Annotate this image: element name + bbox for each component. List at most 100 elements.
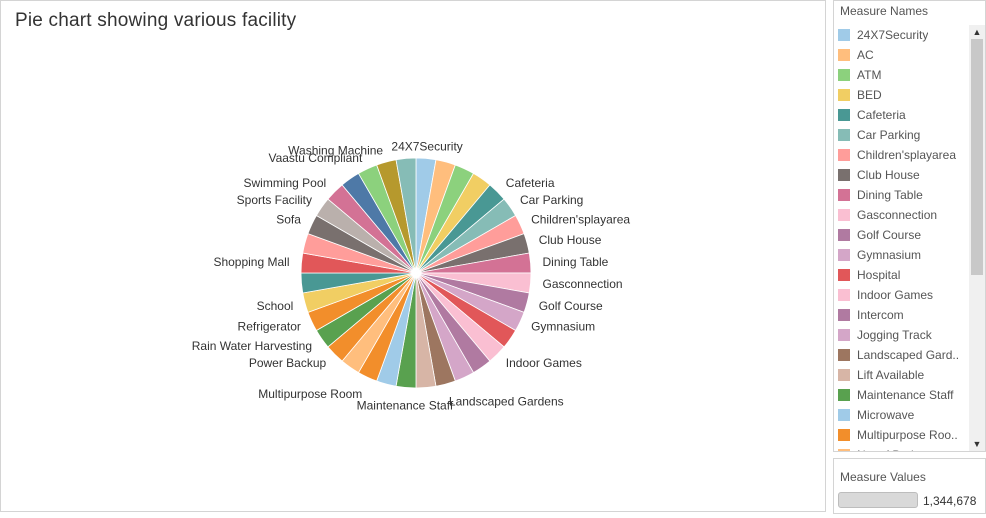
legend-label: Landscaped Gard.. [857, 348, 960, 362]
legend-label: Microwave [857, 408, 915, 422]
legend-swatch [838, 329, 850, 341]
legend-label: Cafeteria [857, 108, 906, 122]
legend-item[interactable]: Children'splayarea [838, 145, 966, 165]
legend-label: Gasconnection [857, 208, 938, 222]
legend-swatch [838, 129, 850, 141]
legend-label: Gymnasium [857, 248, 922, 262]
legend-label: ATM [857, 68, 882, 82]
legend-label: Golf Course [857, 228, 922, 242]
legend-item[interactable]: Maintenance Staff [838, 385, 966, 405]
legend-item[interactable]: ATM [838, 65, 966, 85]
slice-label: 24X7Security [391, 140, 462, 154]
legend-swatch [838, 249, 850, 261]
legend-swatch [838, 29, 850, 41]
legend-item[interactable]: 24X7Security [838, 25, 966, 45]
legend-item[interactable]: Hospital [838, 265, 966, 285]
legend-item[interactable]: Cafeteria [838, 105, 966, 125]
legend-swatch [838, 289, 850, 301]
slice-label: Golf Course [539, 299, 603, 313]
legend-swatch [838, 69, 850, 81]
legend-item[interactable]: Club House [838, 165, 966, 185]
measure-values-max-label: 1,344,678 [923, 494, 977, 508]
slice-label: Sports Facility [237, 193, 312, 207]
legend-label: Multipurpose Roo.. [857, 428, 958, 442]
slice-label: School [257, 299, 294, 313]
legend-item[interactable]: Dining Table [838, 185, 966, 205]
legend-label: Hospital [857, 268, 901, 282]
slice-label: Car Parking [520, 193, 583, 207]
legend-swatch [838, 449, 850, 451]
slice-label: Sofa [276, 212, 301, 226]
legend-swatch [838, 269, 850, 281]
pie-chart: 24X7Security Cafeteria Car Parking Children… [192, 140, 631, 413]
legend-item[interactable]: Jogging Track [838, 325, 966, 345]
legend-list: 24X7Security AC ATM BED Cafeteria Car Parking… [838, 25, 966, 451]
legend-item[interactable]: BED [838, 85, 966, 105]
legend-label: Car Parking [857, 128, 921, 142]
legend-swatch [838, 349, 850, 361]
legend-item[interactable]: Gasconnection [838, 205, 966, 225]
legend-item[interactable]: Indoor Games [838, 285, 966, 305]
legend-swatch [838, 429, 850, 441]
scroll-down-arrow-icon[interactable]: ▼ [972, 439, 982, 449]
legend-label: AC [857, 48, 874, 62]
legend-item[interactable]: AC [838, 45, 966, 65]
chart-title: Pie chart showing various facility [15, 10, 297, 31]
legend-label: 24X7Security [857, 28, 929, 42]
legend-label: Lift Available [857, 368, 925, 382]
scroll-up-arrow-icon[interactable]: ▲ [972, 27, 982, 37]
legend-swatch [838, 409, 850, 421]
slice-label: Washing Machine [288, 143, 383, 157]
legend-swatch [838, 309, 850, 321]
legend-item[interactable]: Gymnasium [838, 245, 966, 265]
measure-values-range-bar[interactable] [838, 492, 918, 508]
legend-label: Maintenance Staff [857, 388, 954, 402]
legend-swatch [838, 169, 850, 181]
legend-item[interactable]: Multipurpose Roo.. [838, 425, 966, 445]
legend-swatch [838, 209, 850, 221]
chart-panel: Pie chart showing various facility 24X7S… [0, 0, 826, 512]
pie-slice[interactable] [395, 157, 417, 274]
measure-values-title: Measure Values [840, 470, 926, 484]
legend-item[interactable]: No. of Bedrooms [838, 445, 966, 451]
legend-swatch [838, 389, 850, 401]
slice-label: Landscaped Gardens [449, 395, 564, 409]
legend-label: Jogging Track [857, 328, 932, 342]
slice-label: Shopping Mall [213, 255, 289, 269]
legend-swatch [838, 149, 850, 161]
slice-label: Refrigerator [238, 320, 301, 334]
slice-label: Club House [539, 233, 602, 247]
legend-swatch [838, 49, 850, 61]
slice-label: Maintenance Staff [357, 399, 454, 413]
legend-swatch [838, 369, 850, 381]
legend-label: BED [857, 88, 882, 102]
slice-label: Multipurpose Room [258, 387, 362, 401]
legend-item[interactable]: Golf Course [838, 225, 966, 245]
legend-scrollbar[interactable]: ▲ ▼ [969, 25, 985, 451]
legend-label: Dining Table [857, 188, 923, 202]
slice-label: Vaastu Compliant [268, 151, 362, 165]
slice-label: Children'splayarea [531, 212, 630, 226]
legend-item[interactable]: Intercom [838, 305, 966, 325]
scroll-thumb[interactable] [971, 39, 983, 275]
slice-label: Gasconnection [543, 277, 623, 291]
measure-values-panel: Measure Values 1,344,678 [833, 458, 986, 514]
slice-label: Indoor Games [506, 356, 582, 370]
legend-label: Children'splayarea [857, 148, 957, 162]
slice-label: Dining Table [543, 255, 609, 269]
slice-label: Rain Water Harvesting [192, 339, 312, 353]
legend-label: No. of Bedrooms [857, 448, 947, 451]
legend-label: Indoor Games [857, 288, 934, 302]
slice-label: Swimming Pool [243, 176, 326, 190]
legend-swatch [838, 89, 850, 101]
slice-label: Cafeteria [506, 176, 555, 190]
legend-item[interactable]: Lift Available [838, 365, 966, 385]
legend-item[interactable]: Car Parking [838, 125, 966, 145]
legend-item[interactable]: Microwave [838, 405, 966, 425]
legend-item[interactable]: Landscaped Gard.. [838, 345, 966, 365]
legend-label: Intercom [857, 308, 904, 322]
legend-label: Club House [857, 168, 920, 182]
legend-panel: Measure Names 24X7Security AC ATM BED Cafete… [833, 0, 986, 452]
legend-swatch [838, 189, 850, 201]
legend-swatch [838, 229, 850, 241]
